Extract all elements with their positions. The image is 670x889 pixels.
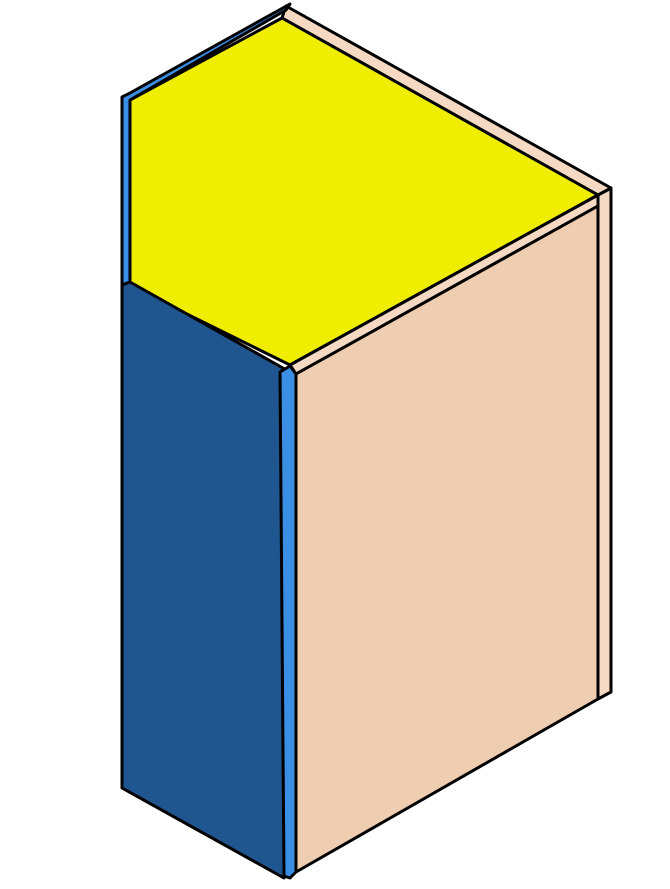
- right-edge-panel: [596, 186, 613, 701]
- front-face: [294, 204, 600, 874]
- left-face: [120, 280, 292, 880]
- left-face-edge: [278, 364, 298, 880]
